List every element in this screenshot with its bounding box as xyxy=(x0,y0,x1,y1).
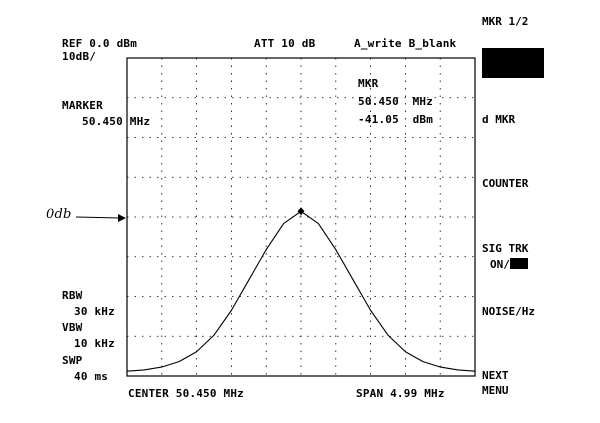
rbw-label: RBW xyxy=(62,289,83,302)
attenuation-label: ATT 10 dB xyxy=(254,37,316,50)
mkr-readout-level: -41.05 dBm xyxy=(358,113,434,126)
ref-level-label: REF 0.0 dBm xyxy=(62,37,138,50)
rbw-value: 30 kHz xyxy=(74,305,115,318)
softkey-mkr[interactable]: MKR 1/2 xyxy=(482,15,529,28)
softkey-delta-mkr[interactable]: d MKR xyxy=(482,113,516,126)
softkey-selected-block[interactable] xyxy=(482,48,544,78)
span-label: SPAN 4.99 MHz xyxy=(356,387,445,400)
marker-label: MARKER xyxy=(62,99,103,112)
spectrum-trace xyxy=(126,207,476,372)
softkey-noise[interactable]: NOISE/Hz xyxy=(482,305,535,318)
marker-frequency: 50.450 MHz xyxy=(82,115,151,128)
softkey-sig-trk[interactable]: SIG TRK xyxy=(482,242,529,255)
handwritten-annotation: 0db xyxy=(46,207,72,222)
vbw-label: VBW xyxy=(62,321,83,334)
marker-diamond xyxy=(297,207,305,216)
vbw-value: 10 kHz xyxy=(74,337,115,350)
center-frequency-label: CENTER 50.450 MHz xyxy=(128,387,244,400)
softkey-next[interactable]: NEXT xyxy=(482,369,509,382)
sig-trk-on-label: ON/ xyxy=(490,258,510,271)
graticule-grid xyxy=(127,58,475,376)
scale-label: 10dB/ xyxy=(62,50,97,63)
sig-trk-off-highlight xyxy=(509,258,528,269)
annotation-arrow xyxy=(75,214,126,222)
swp-label: SWP xyxy=(62,354,83,367)
mkr-readout-frequency: 50.450 MHz xyxy=(358,95,434,108)
mkr-readout-label: MKR xyxy=(358,77,379,90)
swp-value: 40 ms xyxy=(74,370,109,383)
softkey-next-menu[interactable]: MENU xyxy=(482,384,509,397)
softkey-sig-trk-state[interactable]: ON/ xyxy=(490,258,550,271)
softkey-counter[interactable]: COUNTER xyxy=(482,177,529,190)
trace-mode-label: A_write B_blank xyxy=(354,37,457,50)
